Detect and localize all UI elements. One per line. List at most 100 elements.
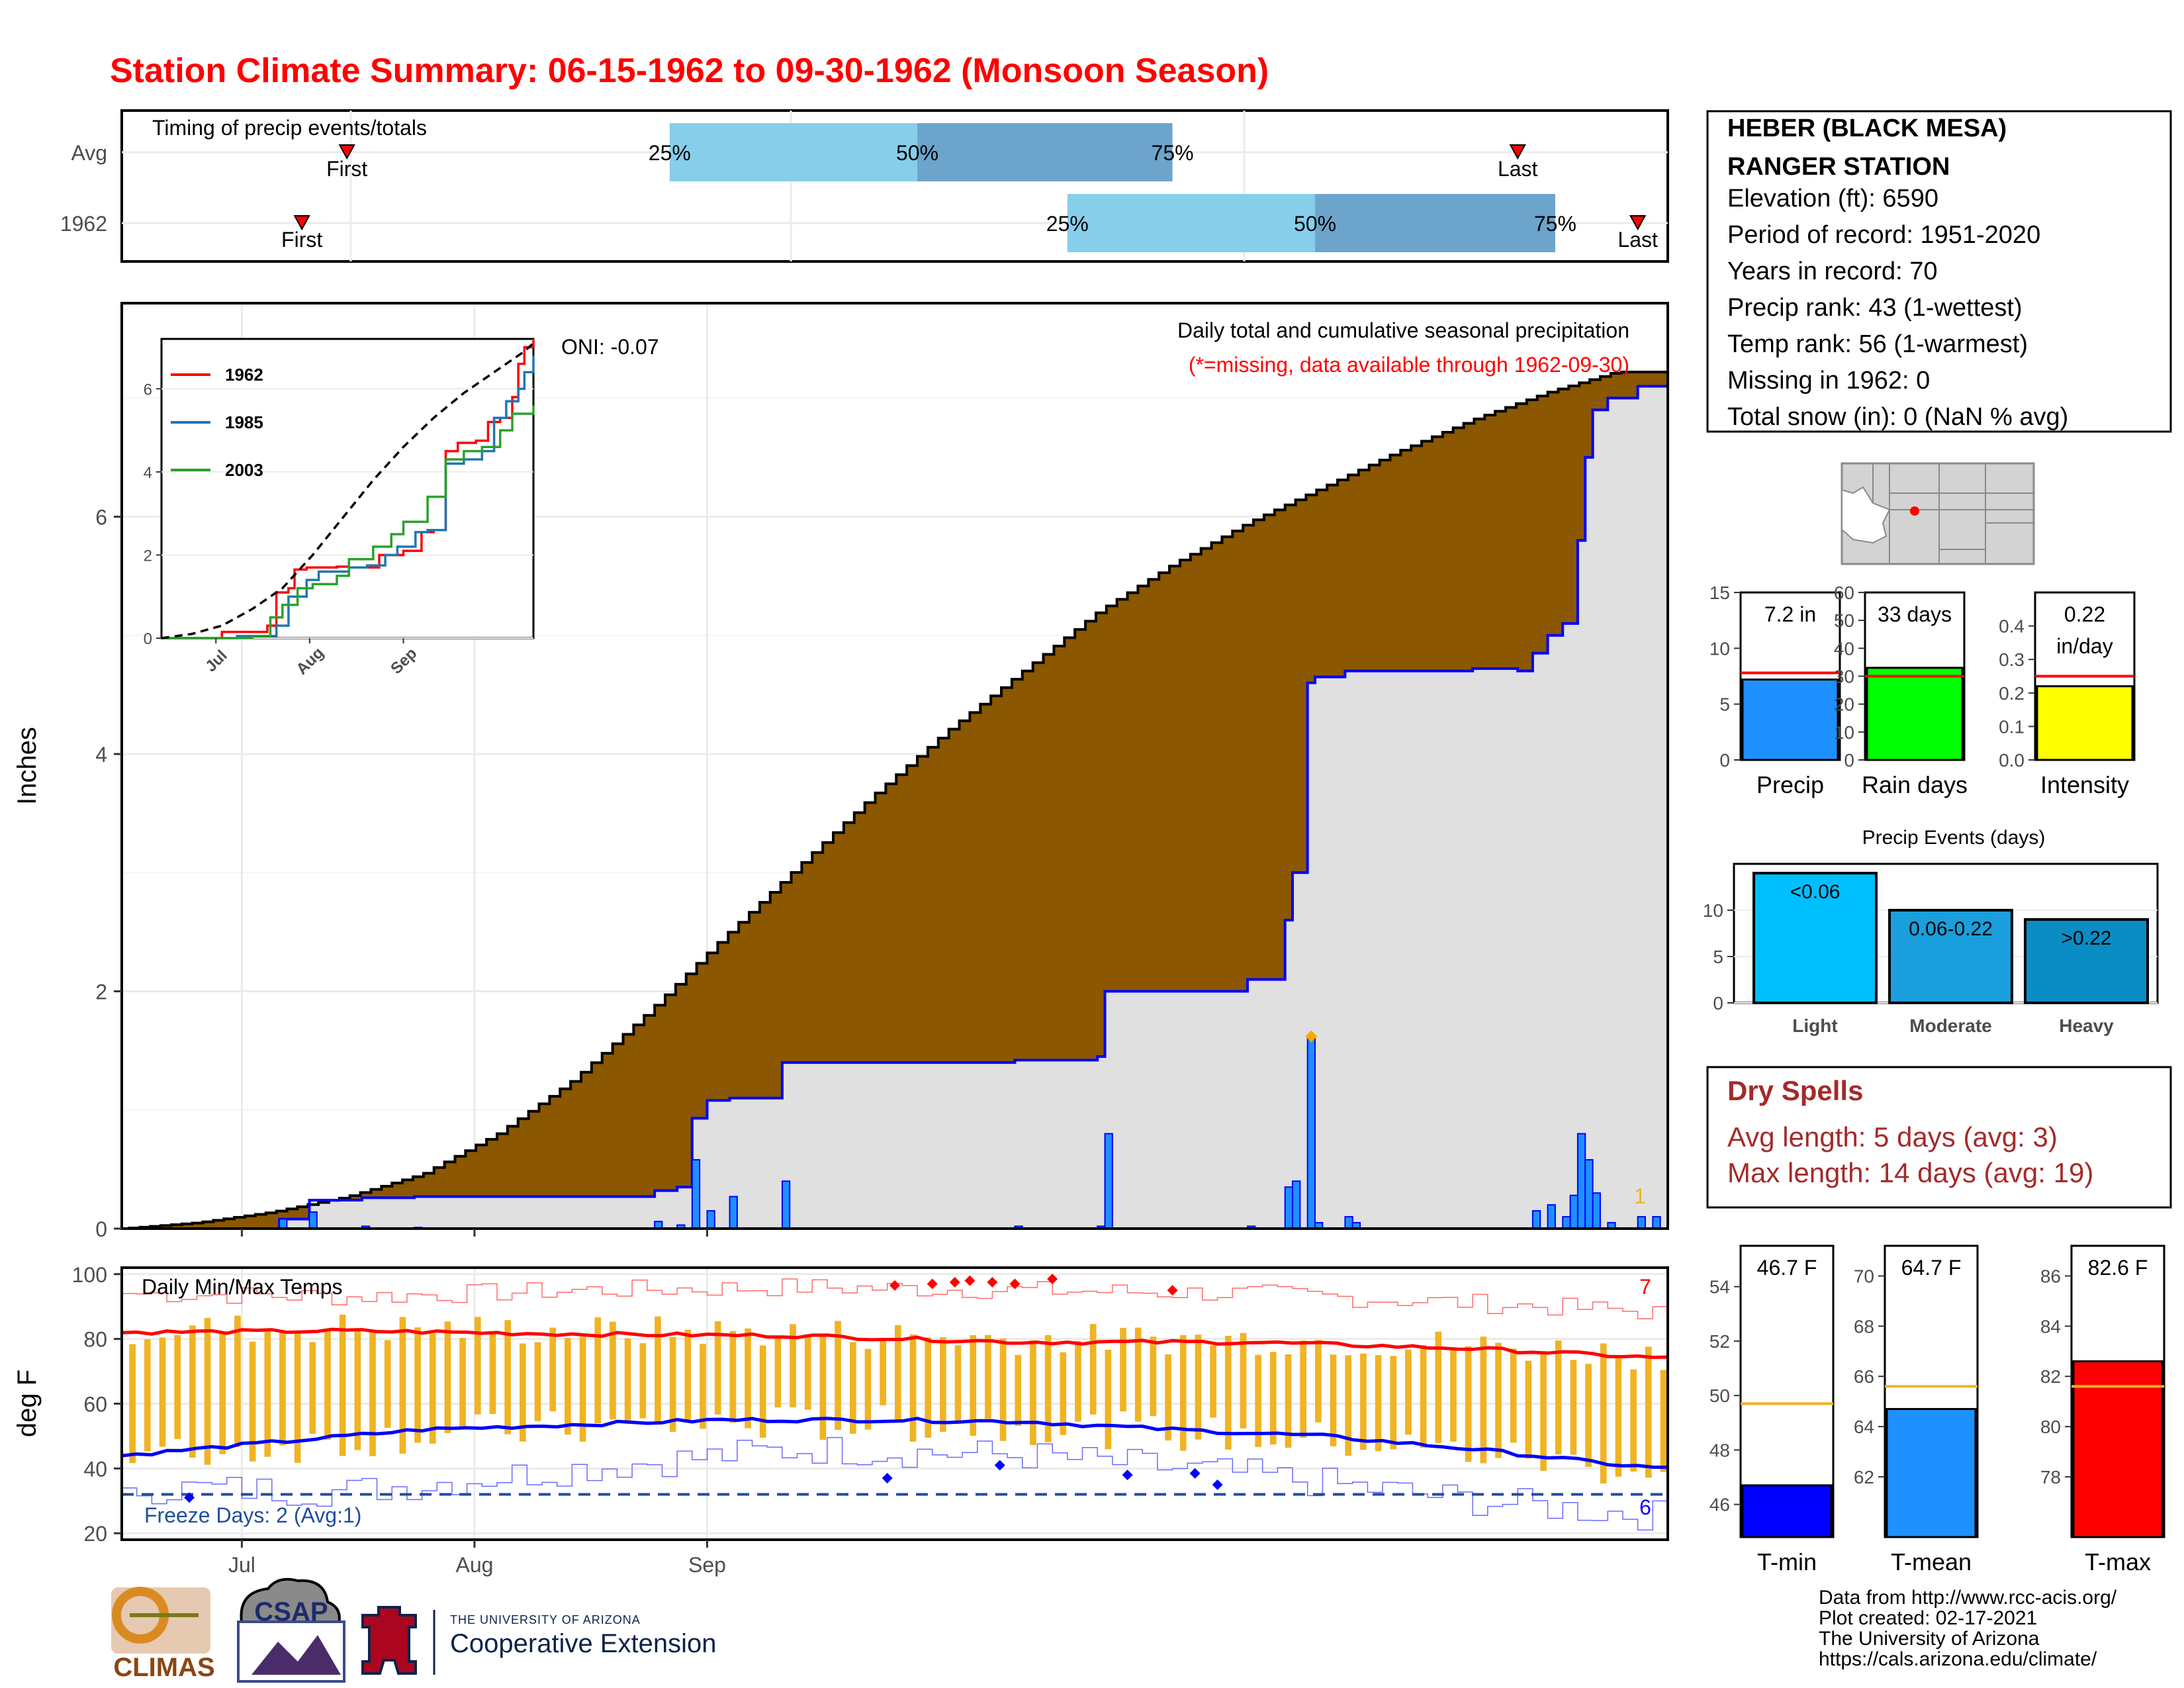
daily-temp-bar: [1105, 1349, 1112, 1450]
inset-series-line: [161, 355, 535, 639]
daily-temp-bar: [264, 1329, 271, 1457]
station-period: Period of record: 1951-2020: [1727, 221, 2040, 249]
inset-legend-label: 1962: [225, 365, 263, 385]
daily-temp-bar: [1660, 1370, 1667, 1472]
timing-bar-50-75: [1315, 194, 1555, 252]
daily-temp-bar: [534, 1342, 541, 1421]
daily-temp-bar: [669, 1336, 676, 1432]
summary-intensity: 0.0 0.1 0.2 0.3 0.4 0.22 in/day Intensity: [1999, 591, 2136, 798]
footer-plot-created: Plot created: 02-17-2021: [1819, 1607, 2037, 1629]
events-bar-range: 0.06-0.22: [1909, 918, 1993, 940]
daily-temp-bar: [129, 1344, 136, 1464]
station-missing: Missing in 1962: 0: [1727, 367, 1930, 395]
station-snow: Total snow (in): 0 (NaN % avg): [1727, 403, 2068, 431]
daily-temp-bar: [309, 1342, 316, 1434]
daily-temp-bar: [1150, 1336, 1157, 1417]
temp-title: Daily Min/Max Temps: [142, 1275, 342, 1299]
record-low-marker: [994, 1460, 1005, 1471]
tempbar-t-max-tick-label: 80: [2040, 1417, 2061, 1437]
tmax-record-line: [122, 1278, 1668, 1319]
summary-intensity-bar: [2036, 685, 2134, 761]
precip-caption: Daily total and cumulative seasonal prec…: [1177, 318, 1629, 342]
daily-precip-bar: [1306, 1035, 1316, 1229]
station-elevation: Elevation (ft): 6590: [1727, 185, 1938, 212]
daily-precip-bar: [1531, 1210, 1541, 1229]
tempbar-t-max: 78 80 82 84 86 82.6 F T-max: [2040, 1244, 2165, 1575]
tempbar-t-min-tick-label: 48: [1709, 1440, 1730, 1460]
ua-logo-small-text: THE UNIVERSITY OF ARIZONA: [450, 1613, 641, 1626]
summary-rain-days-tick-label: 20: [1834, 694, 1854, 715]
inset-series-line: [161, 342, 535, 639]
university-of-arizona-logo: THE UNIVERSITY OF ARIZONA Cooperative Ex…: [361, 1606, 716, 1675]
summary-intensity-tick-label: 0.2: [1999, 683, 2025, 704]
daily-temp-bar: [819, 1335, 827, 1440]
ua-logo-big-text: Cooperative Extension: [450, 1629, 716, 1658]
summary-precip-tick-label: 10: [1709, 638, 1730, 659]
events-bar: [1888, 909, 2013, 1004]
daily-temp-bar: [849, 1342, 856, 1434]
daily-temp-bar: [219, 1333, 226, 1454]
daily-precip-bar: [279, 1218, 288, 1229]
timing-label-25: 25%: [649, 141, 691, 165]
events-tick-label: 0: [1713, 993, 1723, 1013]
temp-xtick-label: Sep: [688, 1553, 726, 1577]
record-low-marker: [184, 1492, 195, 1503]
precip-caption-missing: (*=missing, data available through 1962-…: [1189, 353, 1629, 377]
daily-temp-bar: [249, 1341, 256, 1462]
daily-temp-bar: [684, 1329, 692, 1423]
daily-temp-bar: [144, 1339, 151, 1452]
daily-temp-bar: [1179, 1335, 1187, 1451]
tempbar-t-min-tick-label: 50: [1709, 1385, 1730, 1406]
timing-title: Timing of precip events/totals: [152, 116, 427, 140]
station-location-dot: [1910, 506, 1919, 516]
daily-temp-bar: [700, 1344, 706, 1429]
record-high-marker: [964, 1275, 976, 1286]
daily-temp-bar: [759, 1345, 766, 1438]
record-high-marker: [987, 1277, 998, 1288]
daily-temp-bar: [1165, 1354, 1171, 1441]
summary-intensity-value: 0.22: [2064, 602, 2105, 626]
daily-temp-bar: [1224, 1335, 1232, 1450]
last-event-label: Last: [1498, 157, 1538, 181]
dry-spells-max: Max length: 14 days (avg: 19): [1727, 1157, 2093, 1188]
record-low-marker: [882, 1473, 893, 1484]
tmin-avg-line: [121, 1417, 1668, 1470]
summary-precip-tick-label: 0: [1719, 750, 1730, 771]
temp-ylabel: deg F: [13, 1370, 42, 1437]
daily-precip-bar: [1284, 1186, 1294, 1230]
daily-temp-bar: [204, 1317, 211, 1465]
daily-temp-bar: [1345, 1355, 1352, 1456]
daily-temp-bar: [804, 1334, 811, 1410]
daily-temp-bar: [459, 1338, 466, 1428]
dry-spells-title: Dry Spells: [1727, 1075, 1863, 1106]
precip-count-label: 1: [1634, 1184, 1646, 1208]
daily-temp-bar: [1615, 1356, 1622, 1477]
last-event-marker: [1629, 215, 1647, 231]
summary-precip: 0 5 10 15 7.2 in Precip: [1709, 583, 1841, 798]
tempbar-t-max-tick-label: 78: [2040, 1467, 2061, 1487]
daily-temp-bar: [1555, 1340, 1562, 1454]
daily-temp-bar: [234, 1315, 241, 1447]
first-event-label: First: [326, 157, 367, 181]
daily-temp-bar: [954, 1345, 962, 1424]
daily-temp-bars: [129, 1315, 1667, 1484]
record-high-marker: [1167, 1285, 1178, 1296]
1962-cumulative-area: [122, 374, 1668, 1229]
daily-temp-bar: [369, 1331, 376, 1456]
daily-temp-bar: [414, 1327, 421, 1443]
daily-precip-bar: [1637, 1216, 1646, 1229]
daily-temp-bar: [294, 1333, 301, 1463]
tempbar-t-mean-tick-label: 62: [1854, 1467, 1874, 1487]
daily-temp-bar: [339, 1315, 346, 1456]
daily-temp-bar: [324, 1329, 331, 1440]
summary-precip-tick-label: 5: [1719, 694, 1730, 715]
precip-x-axis: [240, 1229, 709, 1237]
summary-bar-charts: 0 5 10 15 7.2 in Precip 0 10 20 30 40 50 60 33 days Ra…: [1709, 583, 2136, 798]
daily-temp-bar: [1570, 1360, 1577, 1455]
daily-precip-bar: [781, 1180, 791, 1230]
daily-temp-bar: [745, 1328, 751, 1429]
tempbar-t-mean-bar: [1886, 1408, 1977, 1538]
daily-temp-bar: [429, 1333, 436, 1444]
tempbar-t-min-tick-label: 52: [1709, 1331, 1730, 1352]
daily-temp-bar: [639, 1343, 647, 1419]
